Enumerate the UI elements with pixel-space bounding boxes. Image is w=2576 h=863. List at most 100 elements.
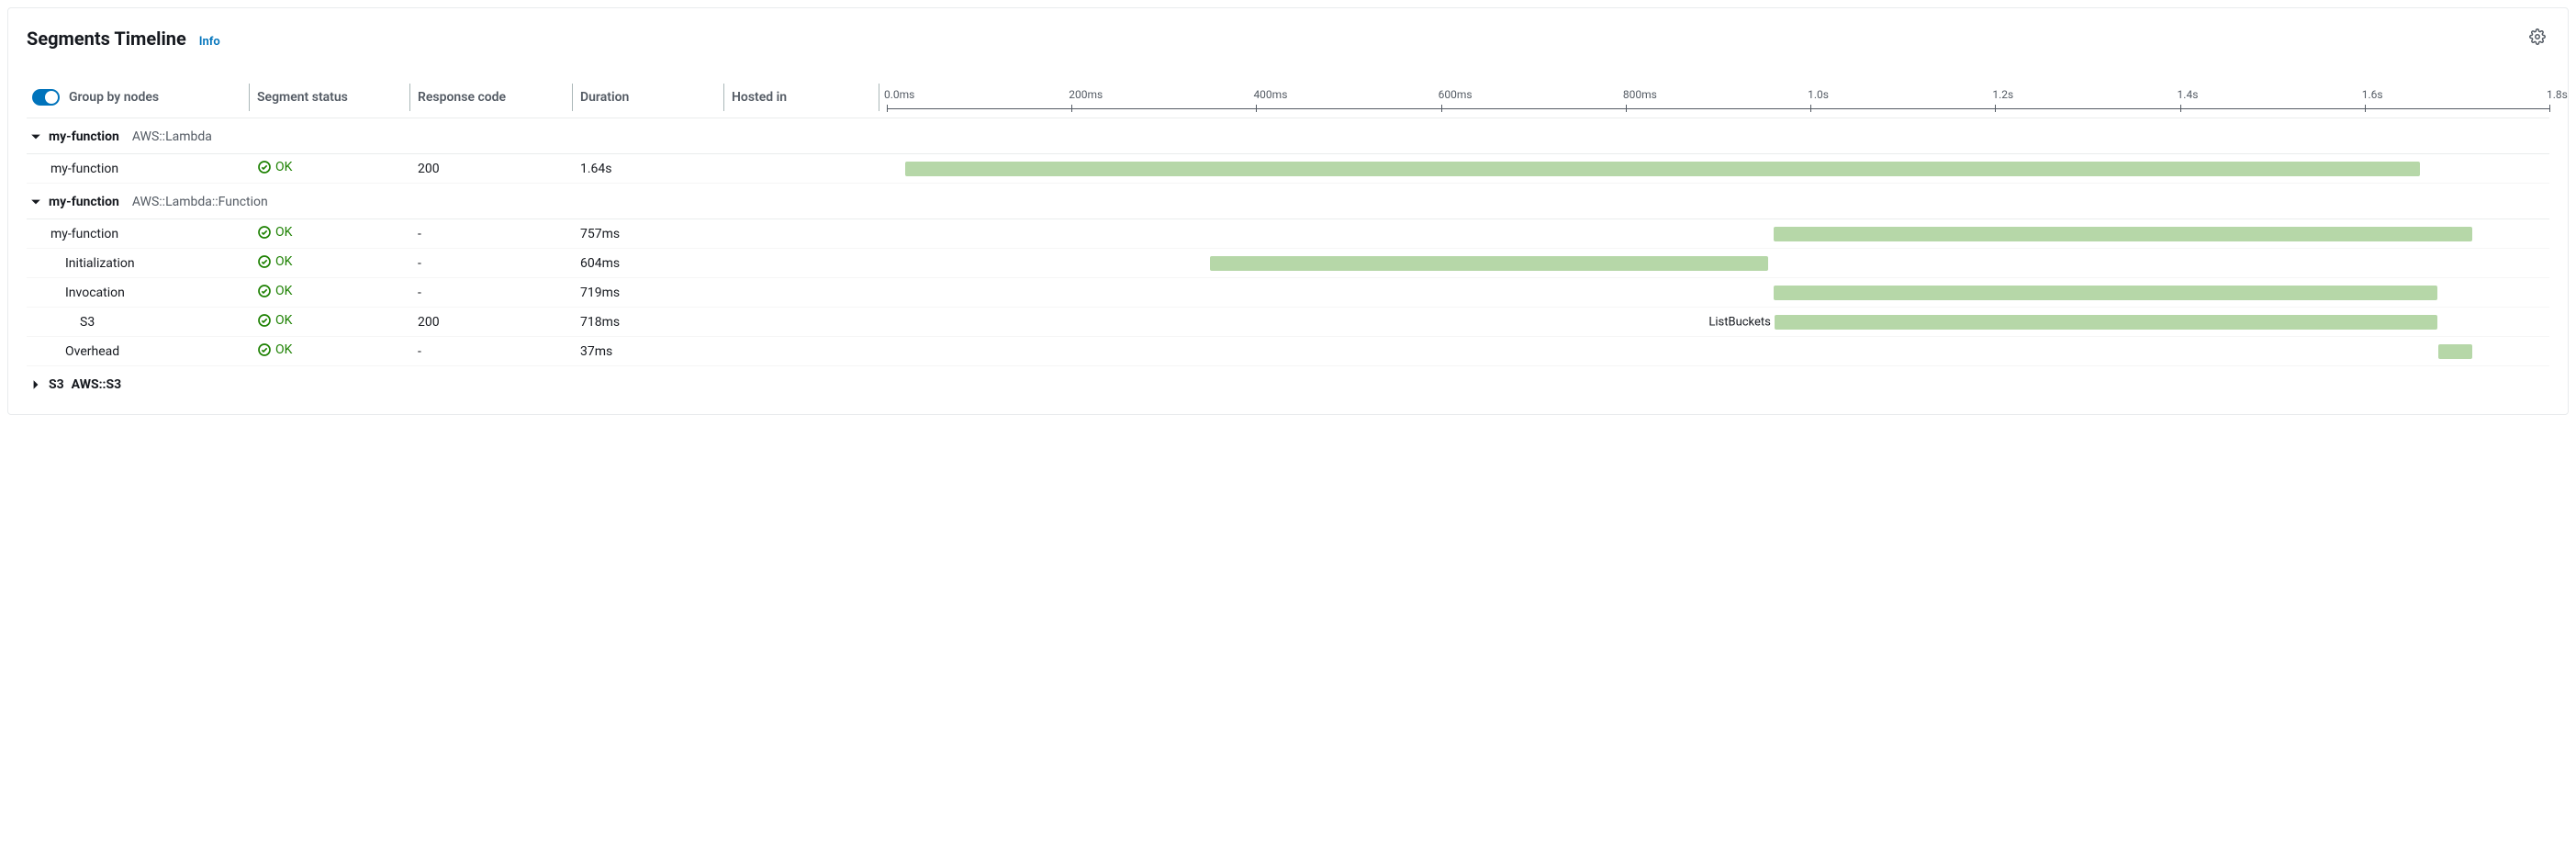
segment-row[interactable]: S3 OK 200 718ms ListBuckets	[27, 308, 2549, 337]
group-name: my-function	[49, 129, 119, 144]
status-ok: OK	[257, 313, 292, 328]
ruler-label: 1.4s	[2178, 88, 2199, 101]
group-row[interactable]: S3 AWS::S3	[27, 366, 2549, 392]
segment-response-code: -	[418, 344, 572, 359]
segment-status: OK	[257, 225, 409, 243]
status-ok: OK	[257, 160, 292, 174]
table-header-row: Group by nodes Segment status Response c…	[27, 76, 2549, 118]
segment-response-code: -	[418, 227, 572, 241]
info-link[interactable]: Info	[199, 35, 220, 49]
segment-status: OK	[257, 254, 409, 273]
timeline-rows: my-functionAWS::Lambdamy-functionOK2001.…	[27, 118, 2549, 392]
segment-bar	[1210, 256, 1768, 271]
ruler-tick	[1441, 105, 1442, 112]
check-circle-icon	[257, 160, 272, 174]
ruler-tick	[2180, 105, 2181, 112]
segment-status: OK	[257, 284, 409, 302]
segment-duration: 719ms	[580, 286, 723, 300]
segment-response-code: 200	[418, 162, 572, 176]
caret-right-icon[interactable]	[30, 379, 41, 390]
segment-row[interactable]: Overhead OK -37ms	[27, 337, 2549, 366]
gear-icon	[2529, 28, 2546, 45]
segment-duration: 1.64s	[580, 162, 723, 176]
ruler-baseline	[887, 108, 2549, 109]
ruler-tick	[1810, 105, 1811, 112]
ruler-label: 1.0s	[1808, 88, 1829, 101]
divider	[572, 84, 573, 111]
segment-status: OK	[257, 342, 409, 361]
segment-bar	[1774, 227, 2473, 241]
segment-name: my-function	[27, 162, 249, 176]
group-row[interactable]: my-functionAWS::Lambda::Function	[27, 184, 2549, 219]
segment-duration: 604ms	[580, 256, 723, 271]
segment-response-code: -	[418, 256, 572, 271]
ruler-tick	[2549, 105, 2550, 112]
ruler-tick	[1071, 105, 1072, 112]
ruler-label: 400ms	[1253, 88, 1287, 101]
divider	[723, 84, 724, 111]
segment-name: S3	[27, 315, 249, 330]
panel-header: Segments Timeline Info	[27, 25, 2549, 52]
ruler-label: 200ms	[1069, 88, 1103, 101]
segment-response-code: 200	[418, 315, 572, 330]
status-ok: OK	[257, 342, 292, 357]
segments-timeline-panel: Segments Timeline Info Group by nodes Se…	[7, 7, 2569, 415]
group-row[interactable]: my-function AWS::Lambda	[27, 118, 2549, 154]
check-circle-icon	[257, 284, 272, 298]
time-ruler: 0.0ms200ms400ms600ms800ms1.0s1.2s1.4s1.6…	[887, 92, 2549, 114]
col-header-status: Segment status	[257, 90, 409, 105]
segment-bar-label: ListBuckets	[1708, 315, 1775, 329]
segment-response-code: -	[418, 286, 572, 300]
ruler-tick	[1995, 105, 1996, 112]
segment-duration: 718ms	[580, 315, 723, 330]
ruler-tick	[1256, 105, 1257, 112]
segment-bar	[905, 162, 2420, 176]
status-ok: OK	[257, 254, 292, 269]
segment-bar	[1775, 315, 2437, 330]
status-ok: OK	[257, 225, 292, 240]
ruler-label: 600ms	[1439, 88, 1473, 101]
ruler-tick	[2365, 105, 2366, 112]
ruler-label: 800ms	[1623, 88, 1657, 101]
segment-row[interactable]: Invocation OK -719ms	[27, 278, 2549, 308]
check-circle-icon	[257, 254, 272, 269]
caret-down-icon[interactable]	[30, 196, 41, 207]
segment-status: OK	[257, 160, 409, 178]
segment-status: OK	[257, 313, 409, 331]
settings-button[interactable]	[2526, 25, 2549, 52]
col-header-code: Response code	[418, 90, 572, 105]
divider	[249, 84, 250, 111]
segment-row[interactable]: my-function OK 200 1.64s	[27, 154, 2549, 184]
check-circle-icon	[257, 225, 272, 240]
group-name: S3	[49, 377, 64, 392]
ruler-label: 1.6s	[2362, 88, 2383, 101]
segment-name: Overhead	[27, 344, 249, 359]
segment-name: my-function	[27, 227, 249, 241]
group-name: my-function	[49, 195, 119, 209]
segment-duration: 37ms	[580, 344, 723, 359]
group-service: AWS::S3	[72, 377, 122, 392]
ruler-label: 1.2s	[1992, 88, 2013, 101]
check-circle-icon	[257, 313, 272, 328]
segment-name: Invocation	[27, 286, 249, 300]
group-service: AWS::Lambda	[132, 129, 212, 144]
ruler-tick	[1626, 105, 1627, 112]
col-header-duration: Duration	[580, 90, 723, 105]
segment-row[interactable]: my-function OK -757ms	[27, 219, 2549, 249]
segment-row[interactable]: Initialization OK -604ms	[27, 249, 2549, 278]
col-header-hosted: Hosted in	[732, 90, 879, 105]
segment-bar	[2438, 344, 2472, 359]
ruler-label: 0.0ms	[884, 88, 914, 101]
check-circle-icon	[257, 342, 272, 357]
col-header-name: Group by nodes	[27, 89, 249, 106]
ruler-label: 1.8s	[2547, 88, 2568, 101]
ruler-tick	[887, 105, 888, 112]
status-ok: OK	[257, 284, 292, 298]
panel-title: Segments Timeline	[27, 28, 186, 50]
segment-name: Initialization	[27, 256, 249, 271]
panel-title-wrap: Segments Timeline Info	[27, 28, 220, 50]
group-by-nodes-label: Group by nodes	[69, 90, 159, 105]
segment-duration: 757ms	[580, 227, 723, 241]
group-by-nodes-toggle[interactable]	[32, 89, 60, 106]
caret-down-icon[interactable]	[30, 131, 41, 142]
